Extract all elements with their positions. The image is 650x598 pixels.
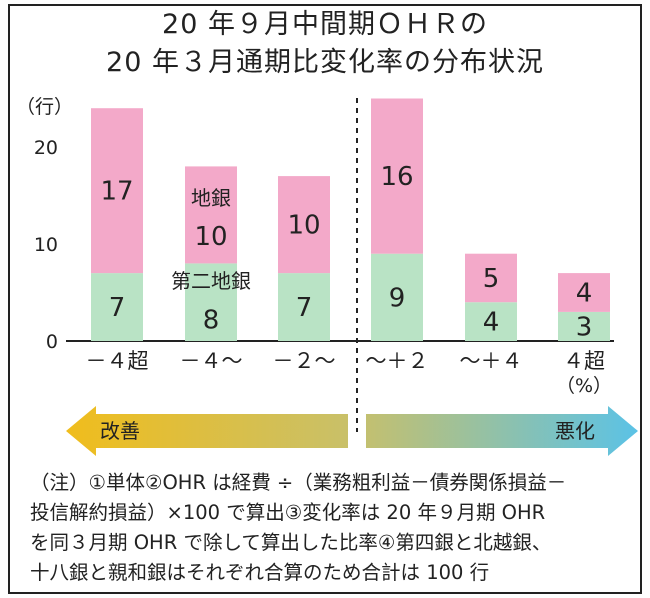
x-unit-label: （%）: [556, 375, 612, 397]
figure-frame: [8, 4, 642, 594]
bar-value-label: 10: [287, 211, 320, 241]
x-category-label: －４～: [180, 349, 243, 373]
chart-title: 20 年９月中間期ＯＨＲの 20 年３月通期比変化率の分布状況: [0, 6, 650, 82]
x-category-label: －２～: [273, 349, 336, 373]
improve-label: 改善: [100, 419, 140, 443]
bar-segment-regional: [91, 108, 143, 274]
x-category-label: ～＋４: [460, 349, 523, 373]
bar-segment-second-regional: [371, 253, 423, 341]
title-line-2: 20 年３月通期比変化率の分布状況: [106, 47, 544, 78]
title-line-1: 20 年９月中間期ＯＨＲの: [162, 9, 488, 40]
bar-value-label: 7: [296, 293, 313, 323]
right-arrow-shape: [366, 406, 638, 456]
bar-value-label: 4: [576, 279, 593, 309]
x-category-label: －４超: [86, 349, 149, 373]
bar-segment-regional: [185, 166, 237, 264]
bar-segment-regional: [371, 98, 423, 254]
bar-segment-second-regional: [465, 302, 517, 341]
x-category-label: ～＋２: [366, 349, 429, 373]
bar-segment-regional: [278, 176, 330, 274]
y-tick-label: 20: [34, 137, 58, 159]
worsen-label: 悪化: [555, 419, 595, 443]
bar-value-label: 9: [389, 283, 406, 313]
bar-value-label: 7: [109, 293, 126, 323]
bar-value-label: 10: [194, 222, 227, 252]
note-line-4: 十八銀と親和銀はそれぞれ合算のため合計は 100 行: [30, 561, 490, 584]
bar-segment-regional: [558, 273, 610, 312]
bar-value-label: 4: [483, 308, 500, 338]
bar-segment-regional: [465, 253, 517, 303]
bar-segment-second-regional: [278, 273, 330, 341]
note-line-2: 投信解約損益）×100 で算出③変化率は 20 年９月期 OHR: [30, 501, 546, 524]
note-line-3: を同３月期 OHR で除して算出した比率④第四銀と北越銀、: [30, 531, 552, 554]
bar-chart: 0 10 20 （行） －４超 －４～ －２～ ～＋２ ～＋４ ４超（%） 7 17 8 10 7 10 9 1…: [16, 96, 638, 456]
x-category-label: ４超: [563, 349, 605, 373]
y-tick-label: 0: [46, 331, 58, 353]
y-tick-label: 10: [34, 234, 58, 256]
bar-segment-second-regional: [558, 311, 610, 341]
bar-value-label: 16: [380, 162, 413, 192]
bar-segment-second-regional: [91, 273, 143, 341]
y-unit-label: （行）: [16, 96, 73, 118]
bar-value-label: 3: [576, 312, 593, 342]
bar-segment-second-regional: [185, 263, 237, 341]
bar-value-label: 5: [483, 264, 500, 294]
note-line-1: （注）①単体②OHR は経費 ÷（業務粗利益－債券関係損益－: [30, 471, 567, 494]
bar-value-label: 17: [100, 177, 133, 207]
bar-value-label: 8: [203, 305, 220, 335]
legend-label-regional: 地銀: [191, 186, 231, 210]
left-arrow-shape: [66, 406, 348, 456]
footnote: （注）①単体②OHR は経費 ÷（業務粗利益－債券関係損益－ 投信解約損益）×1…: [30, 468, 630, 588]
legend-label-second-regional: 第二地銀: [171, 269, 251, 293]
